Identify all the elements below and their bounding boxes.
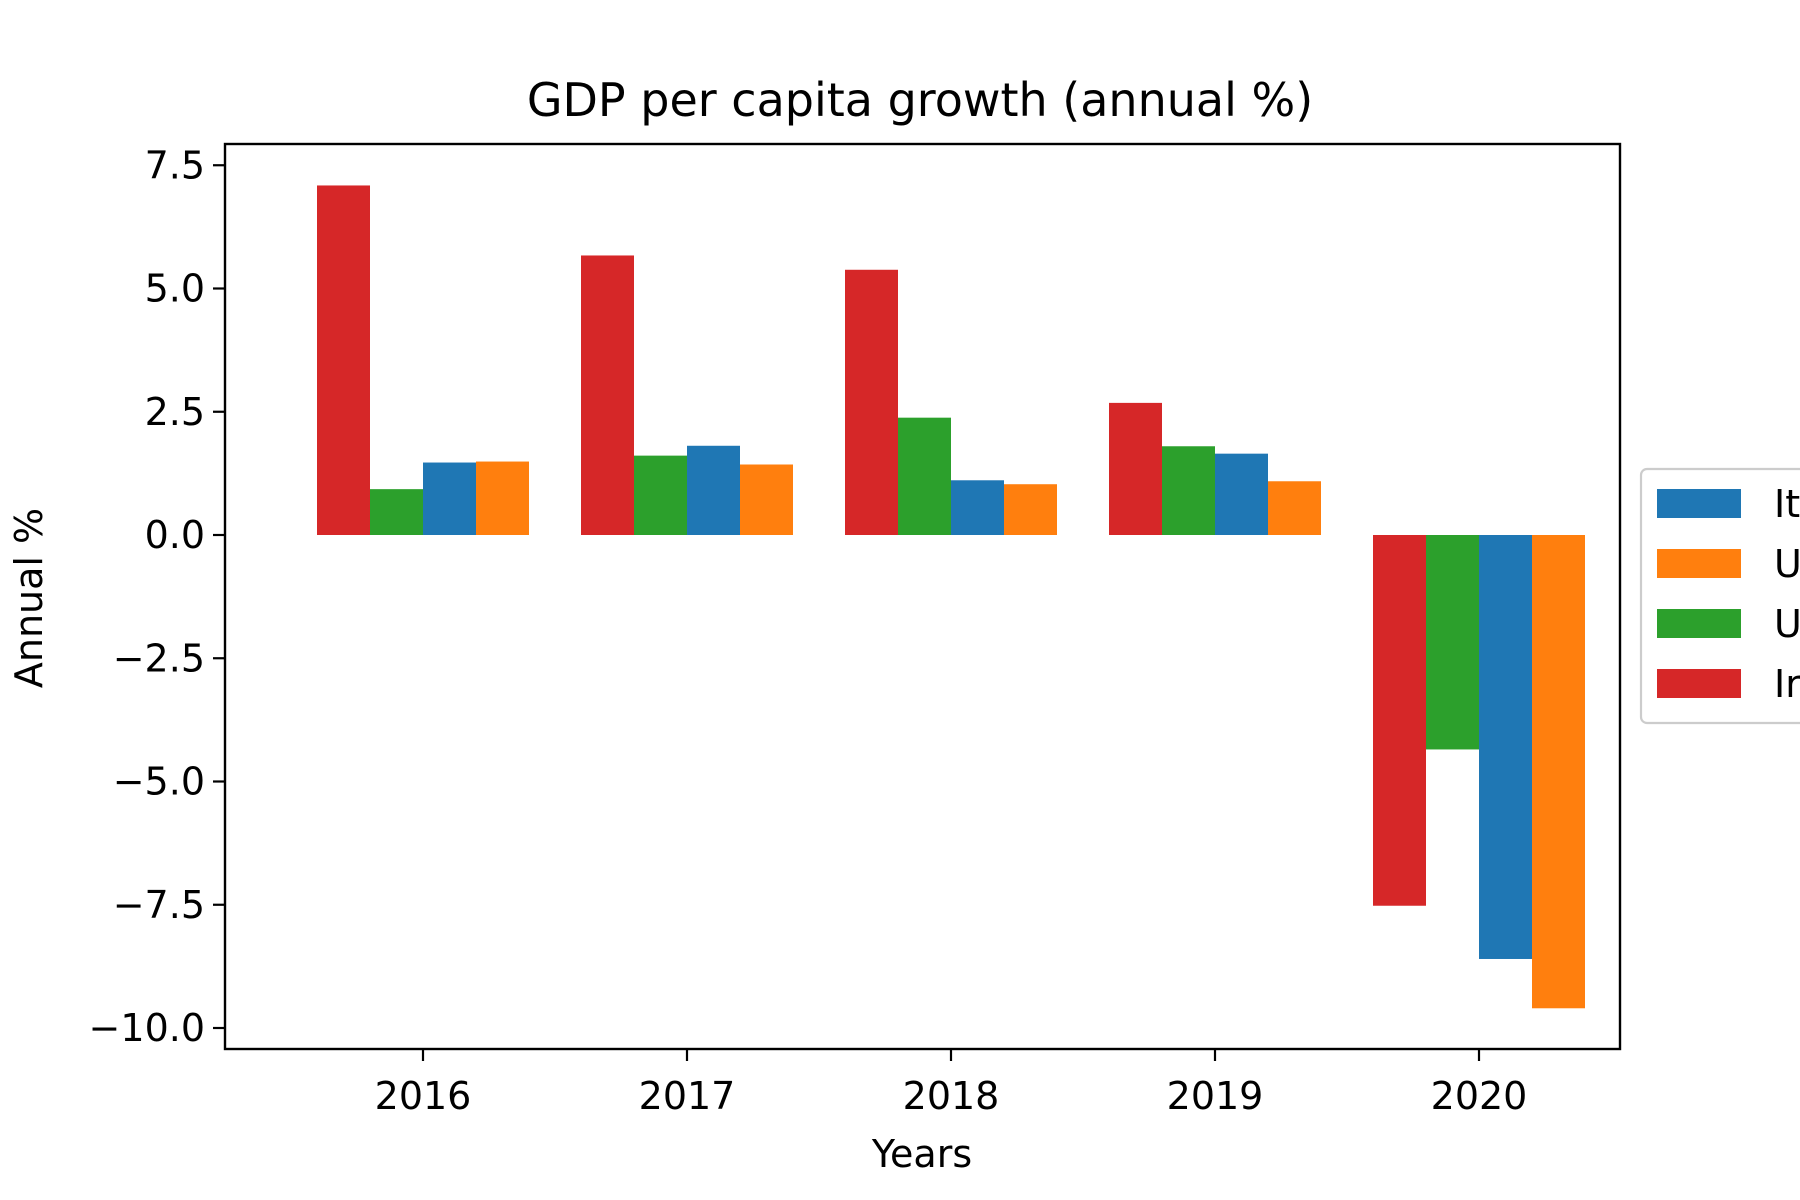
y-axis-ticks: 7.5 5.0 2.5 0.0 −2.5 −5.0 −7.5 −10.0 — [89, 143, 225, 1050]
bar-2017-series-2 — [634, 455, 687, 535]
bars — [317, 185, 1585, 1009]
bar-2020-series-1 — [1532, 535, 1585, 1009]
bar-2017-series-1 — [740, 464, 793, 535]
bar-2018-series-1 — [1004, 484, 1057, 535]
bar-2020-series-3 — [1373, 535, 1426, 906]
bar-2017-series-3 — [581, 255, 634, 535]
legend-swatch — [1657, 609, 1741, 638]
legend-items: It UU Ir — [1657, 482, 1800, 706]
legend-label: U — [1774, 542, 1800, 586]
legend-label: U — [1774, 602, 1800, 646]
chart-title: GDP per capita growth (annual %) — [527, 73, 1313, 127]
y-tick-label: −10.0 — [89, 1006, 205, 1050]
bar-2017-series-0 — [687, 445, 740, 535]
bar-2018-series-0 — [951, 480, 1004, 535]
bar-2016-series-2 — [370, 489, 423, 535]
bar-2020-series-2 — [1426, 535, 1479, 750]
legend-frame — [1639, 467, 1800, 725]
y-tick-label: 5.0 — [145, 267, 205, 311]
y-tick-label: 0.0 — [145, 513, 205, 557]
plot-area-frame — [223, 142, 1622, 1051]
bar-2018-series-2 — [898, 417, 951, 535]
y-tick-label: 2.5 — [145, 390, 205, 434]
x-axis-label: Years — [871, 1132, 972, 1176]
bar-2016-series-0 — [423, 462, 476, 535]
x-tick-label: 2016 — [375, 1074, 472, 1118]
x-axis-ticks: 2016 2017 2018 2019 2020 — [375, 1049, 1528, 1118]
legend-swatch — [1657, 549, 1741, 578]
y-tick-label: −5.0 — [113, 760, 205, 804]
y-tick-label: −2.5 — [113, 636, 205, 680]
bar-2019-series-2 — [1162, 446, 1215, 535]
y-tick-label: −7.5 — [113, 883, 205, 927]
bar-2016-series-3 — [317, 185, 370, 535]
legend-swatch — [1657, 489, 1741, 518]
bar-2016-series-1 — [476, 461, 529, 535]
x-tick-label: 2020 — [1431, 1074, 1528, 1118]
x-tick-label: 2018 — [903, 1074, 1000, 1118]
bar-2020-series-0 — [1479, 535, 1532, 959]
legend-swatch — [1657, 669, 1741, 698]
legend: It UU Ir — [1639, 467, 1800, 725]
x-tick-label: 2019 — [1167, 1074, 1264, 1118]
bar-2019-series-1 — [1268, 481, 1321, 535]
bar-2018-series-3 — [845, 269, 898, 535]
x-tick-label: 2017 — [639, 1074, 736, 1118]
y-axis-label: Annual % — [7, 508, 51, 688]
legend-label: Ir — [1774, 662, 1800, 706]
bar-2019-series-3 — [1109, 402, 1162, 535]
y-tick-label: 7.5 — [145, 143, 205, 187]
bar-2019-series-0 — [1215, 453, 1268, 535]
legend-label: It — [1774, 482, 1800, 526]
